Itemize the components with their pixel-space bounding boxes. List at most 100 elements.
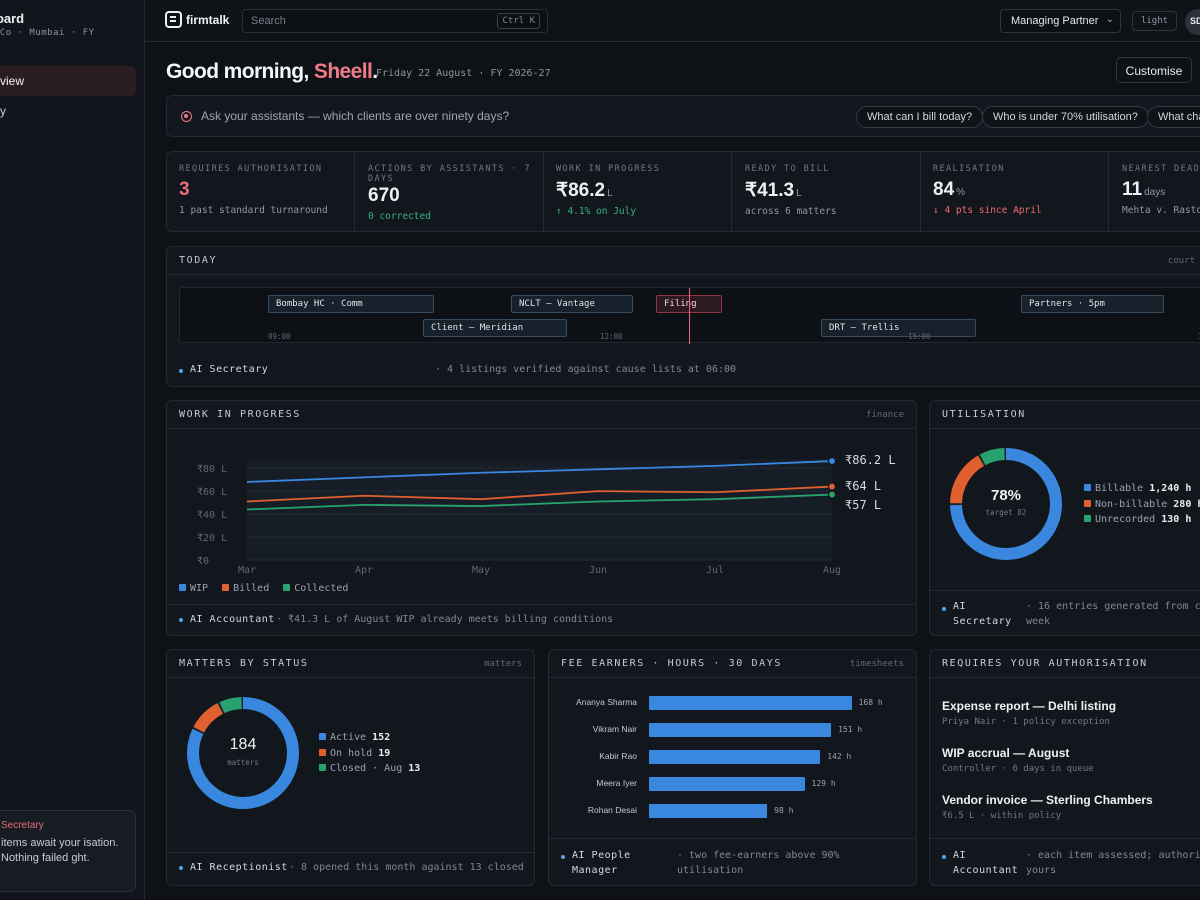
suggestion-chip[interactable]: Who is under 70% utilisation? bbox=[982, 106, 1149, 128]
page-date: Friday 22 August · FY 2026-27 bbox=[376, 68, 551, 79]
kpi-label: READY TO BILL bbox=[745, 164, 830, 174]
footer-assistant: AI Receptionist bbox=[190, 862, 288, 873]
chart-legend: WIP Billed Collected bbox=[179, 583, 348, 594]
panel-header: UTILISATION bbox=[930, 401, 1200, 429]
panel-header: REQUIRES YOUR AUTHORISATION bbox=[930, 650, 1200, 678]
assistant-ask-bar[interactable]: Ask your assistants — which clients are … bbox=[166, 95, 1200, 137]
brand-name: firmtalk bbox=[186, 12, 230, 27]
x-tick-label: May bbox=[472, 565, 490, 576]
day-timeline: Bombay HC · Comm NCLT — Vantage Filing P… bbox=[179, 287, 1200, 344]
legend-swatch bbox=[1084, 500, 1091, 507]
kpi-realisation[interactable]: REALISATION 84% ↓ 4 pts since April bbox=[921, 152, 1109, 231]
panel-footer: AI Secretary · 16 entries generated from… bbox=[930, 590, 1200, 635]
utilisation-panel: UTILISATION 78% target 82 Billable 1,240… bbox=[929, 400, 1200, 636]
panel-footer: AI Accountant · each item assessed; auth… bbox=[930, 838, 1200, 885]
fee-earner-row[interactable]: Kabir Rao 142 h bbox=[549, 750, 909, 764]
sidebar-item-secondary[interactable]: y bbox=[0, 96, 136, 126]
authorisation-item[interactable]: Expense report — Delhi listing Priya Nai… bbox=[942, 699, 1116, 727]
sidebar: board & Co · Mumbai · FY view y Secretar… bbox=[0, 0, 145, 900]
legend-label: Billed bbox=[233, 583, 270, 594]
authorisation-panel: REQUIRES YOUR AUTHORISATION Expense repo… bbox=[929, 649, 1200, 886]
time-tick: 15:00 bbox=[908, 332, 931, 341]
sidebar-item-overview[interactable]: view bbox=[0, 66, 136, 96]
kpi-strip: REQUIRES AUTHORISATION 3 1 past standard… bbox=[166, 151, 1200, 232]
fee-earner-bar bbox=[649, 777, 805, 791]
customise-button[interactable]: Customise bbox=[1116, 57, 1192, 83]
fee-earner-row[interactable]: Rohan Desai 98 h bbox=[549, 804, 909, 818]
series-line bbox=[246, 485, 833, 503]
panel-tag: finance bbox=[866, 410, 904, 420]
donut-center-value: 78% bbox=[990, 487, 1022, 504]
utilisation-donut bbox=[950, 448, 1062, 560]
sidebar-item-label: y bbox=[0, 104, 6, 118]
footer-assistant: AI Accountant bbox=[190, 614, 275, 625]
panel-title: MATTERS BY STATUS bbox=[179, 658, 309, 669]
kpi-label: ACTIONS BY ASSISTANTS · 7 DAYS bbox=[368, 164, 531, 184]
theme-toggle[interactable]: light bbox=[1132, 11, 1177, 31]
series-end-point bbox=[827, 482, 837, 491]
legend-swatch bbox=[319, 764, 326, 771]
search-input[interactable]: Search Ctrl K bbox=[242, 9, 548, 33]
x-tick-label: Apr bbox=[355, 565, 373, 576]
footer-text: · 4 listings verified against cause list… bbox=[435, 364, 737, 375]
donut-center-sub: target 82 bbox=[985, 508, 1027, 517]
timeline-event[interactable]: DRT — Trellis bbox=[821, 319, 976, 337]
kpi-label: REALISATION bbox=[933, 164, 1005, 174]
time-tick: 12:00 bbox=[600, 332, 623, 341]
series-end-point bbox=[827, 456, 837, 466]
matters-panel: MATTERS BY STATUS matters 184 matters Ac… bbox=[166, 649, 535, 886]
kpi-note: 1 past standard turnaround bbox=[179, 205, 328, 216]
kpi-assistant-actions[interactable]: ACTIONS BY ASSISTANTS · 7 DAYS 670 0 cor… bbox=[356, 152, 544, 231]
assistant-icon bbox=[181, 111, 192, 122]
chevron-down-icon: ⌄ bbox=[1105, 14, 1114, 25]
assistant-card-text: items await your isation. Nothing failed… bbox=[1, 837, 119, 864]
timeline-event[interactable]: NCLT — Vantage bbox=[511, 295, 633, 313]
panel-header: TODAY court bbox=[167, 247, 1200, 275]
page-title: Good morning, Sheell. bbox=[166, 60, 378, 84]
assistant-status-card[interactable]: Secretary items await your isation. Noth… bbox=[0, 810, 136, 892]
panel-title: REQUIRES YOUR AUTHORISATION bbox=[942, 658, 1148, 669]
x-tick-label: Aug bbox=[823, 565, 841, 576]
suggestion-chip[interactable]: What can I bill today? bbox=[856, 106, 984, 128]
brand-logo[interactable]: firmtalk bbox=[165, 11, 229, 28]
panel-footer: AI Accountant · ₹41.3 L of August WIP al… bbox=[167, 604, 916, 635]
plot-area bbox=[247, 459, 832, 560]
panel-tag: matters bbox=[484, 659, 522, 669]
donut-center-sub: matters bbox=[227, 758, 259, 767]
avatar[interactable]: SD bbox=[1185, 9, 1200, 35]
role-select[interactable]: Managing Partner ⌄ bbox=[1000, 9, 1121, 33]
today-footer: AI Secretary · 4 listings verified again… bbox=[167, 355, 1200, 386]
greeting-prefix: Good morning, bbox=[166, 60, 314, 83]
legend-swatch bbox=[222, 584, 230, 591]
kpi-requires-authorisation[interactable]: REQUIRES AUTHORISATION 3 1 past standard… bbox=[167, 152, 355, 231]
legend-swatch bbox=[283, 584, 291, 591]
authorisation-item[interactable]: Vendor invoice — Sterling Chambers ₹6.5 … bbox=[942, 793, 1153, 821]
timeline-event[interactable]: Client — Meridian bbox=[423, 319, 567, 337]
series-end-point bbox=[827, 490, 837, 499]
kpi-label: WORK IN PROGRESS bbox=[556, 164, 661, 174]
series-end-label: ₹57 L bbox=[845, 498, 881, 512]
authorisation-item[interactable]: WIP accrual — August Controller · 6 days… bbox=[942, 746, 1094, 774]
fee-earner-row[interactable]: Ananya Sharma 168 h bbox=[549, 696, 909, 710]
panel-footer: AI Receptionist · 8 opened this month ag… bbox=[167, 852, 534, 885]
kpi-work-in-progress[interactable]: WORK IN PROGRESS ₹86.2 L ↑ 4.1% on July bbox=[544, 152, 732, 231]
donut-center-value: 184 bbox=[229, 736, 257, 753]
fee-earner-bars: Ananya Sharma 168 h Vikram Nair 151 h Kabir … bbox=[549, 696, 916, 826]
footer-text: · two fee-earners above 90% utilisation bbox=[677, 850, 840, 876]
fee-earner-row[interactable]: Vikram Nair 151 h bbox=[549, 723, 909, 737]
authorisation-item-sub: Priya Nair · 1 policy exception bbox=[942, 717, 1110, 727]
y-tick-label: ₹0 bbox=[197, 556, 209, 567]
legend-item: Unrecorded 130 h bbox=[1084, 514, 1191, 525]
fee-earner-bar bbox=[649, 723, 832, 737]
legend-item: Active 152 bbox=[319, 732, 390, 743]
timeline-event[interactable]: Bombay HC · Comm bbox=[268, 295, 434, 313]
fee-earner-row[interactable]: Meera Iyer 129 h bbox=[549, 777, 909, 791]
footer-text: · 16 entries generated from ca week bbox=[1026, 601, 1200, 627]
kpi-note: ↑ 4.1% on July bbox=[556, 206, 637, 217]
panel-title: TODAY bbox=[179, 255, 218, 266]
timeline-event[interactable]: Partners · 5pm bbox=[1021, 295, 1164, 313]
legend-item: Billable 1,240 h bbox=[1084, 483, 1191, 494]
kpi-ready-to-bill[interactable]: READY TO BILL ₹41.3 L across 6 matters bbox=[733, 152, 921, 231]
suggestion-chip[interactable]: What cha bbox=[1147, 106, 1200, 128]
